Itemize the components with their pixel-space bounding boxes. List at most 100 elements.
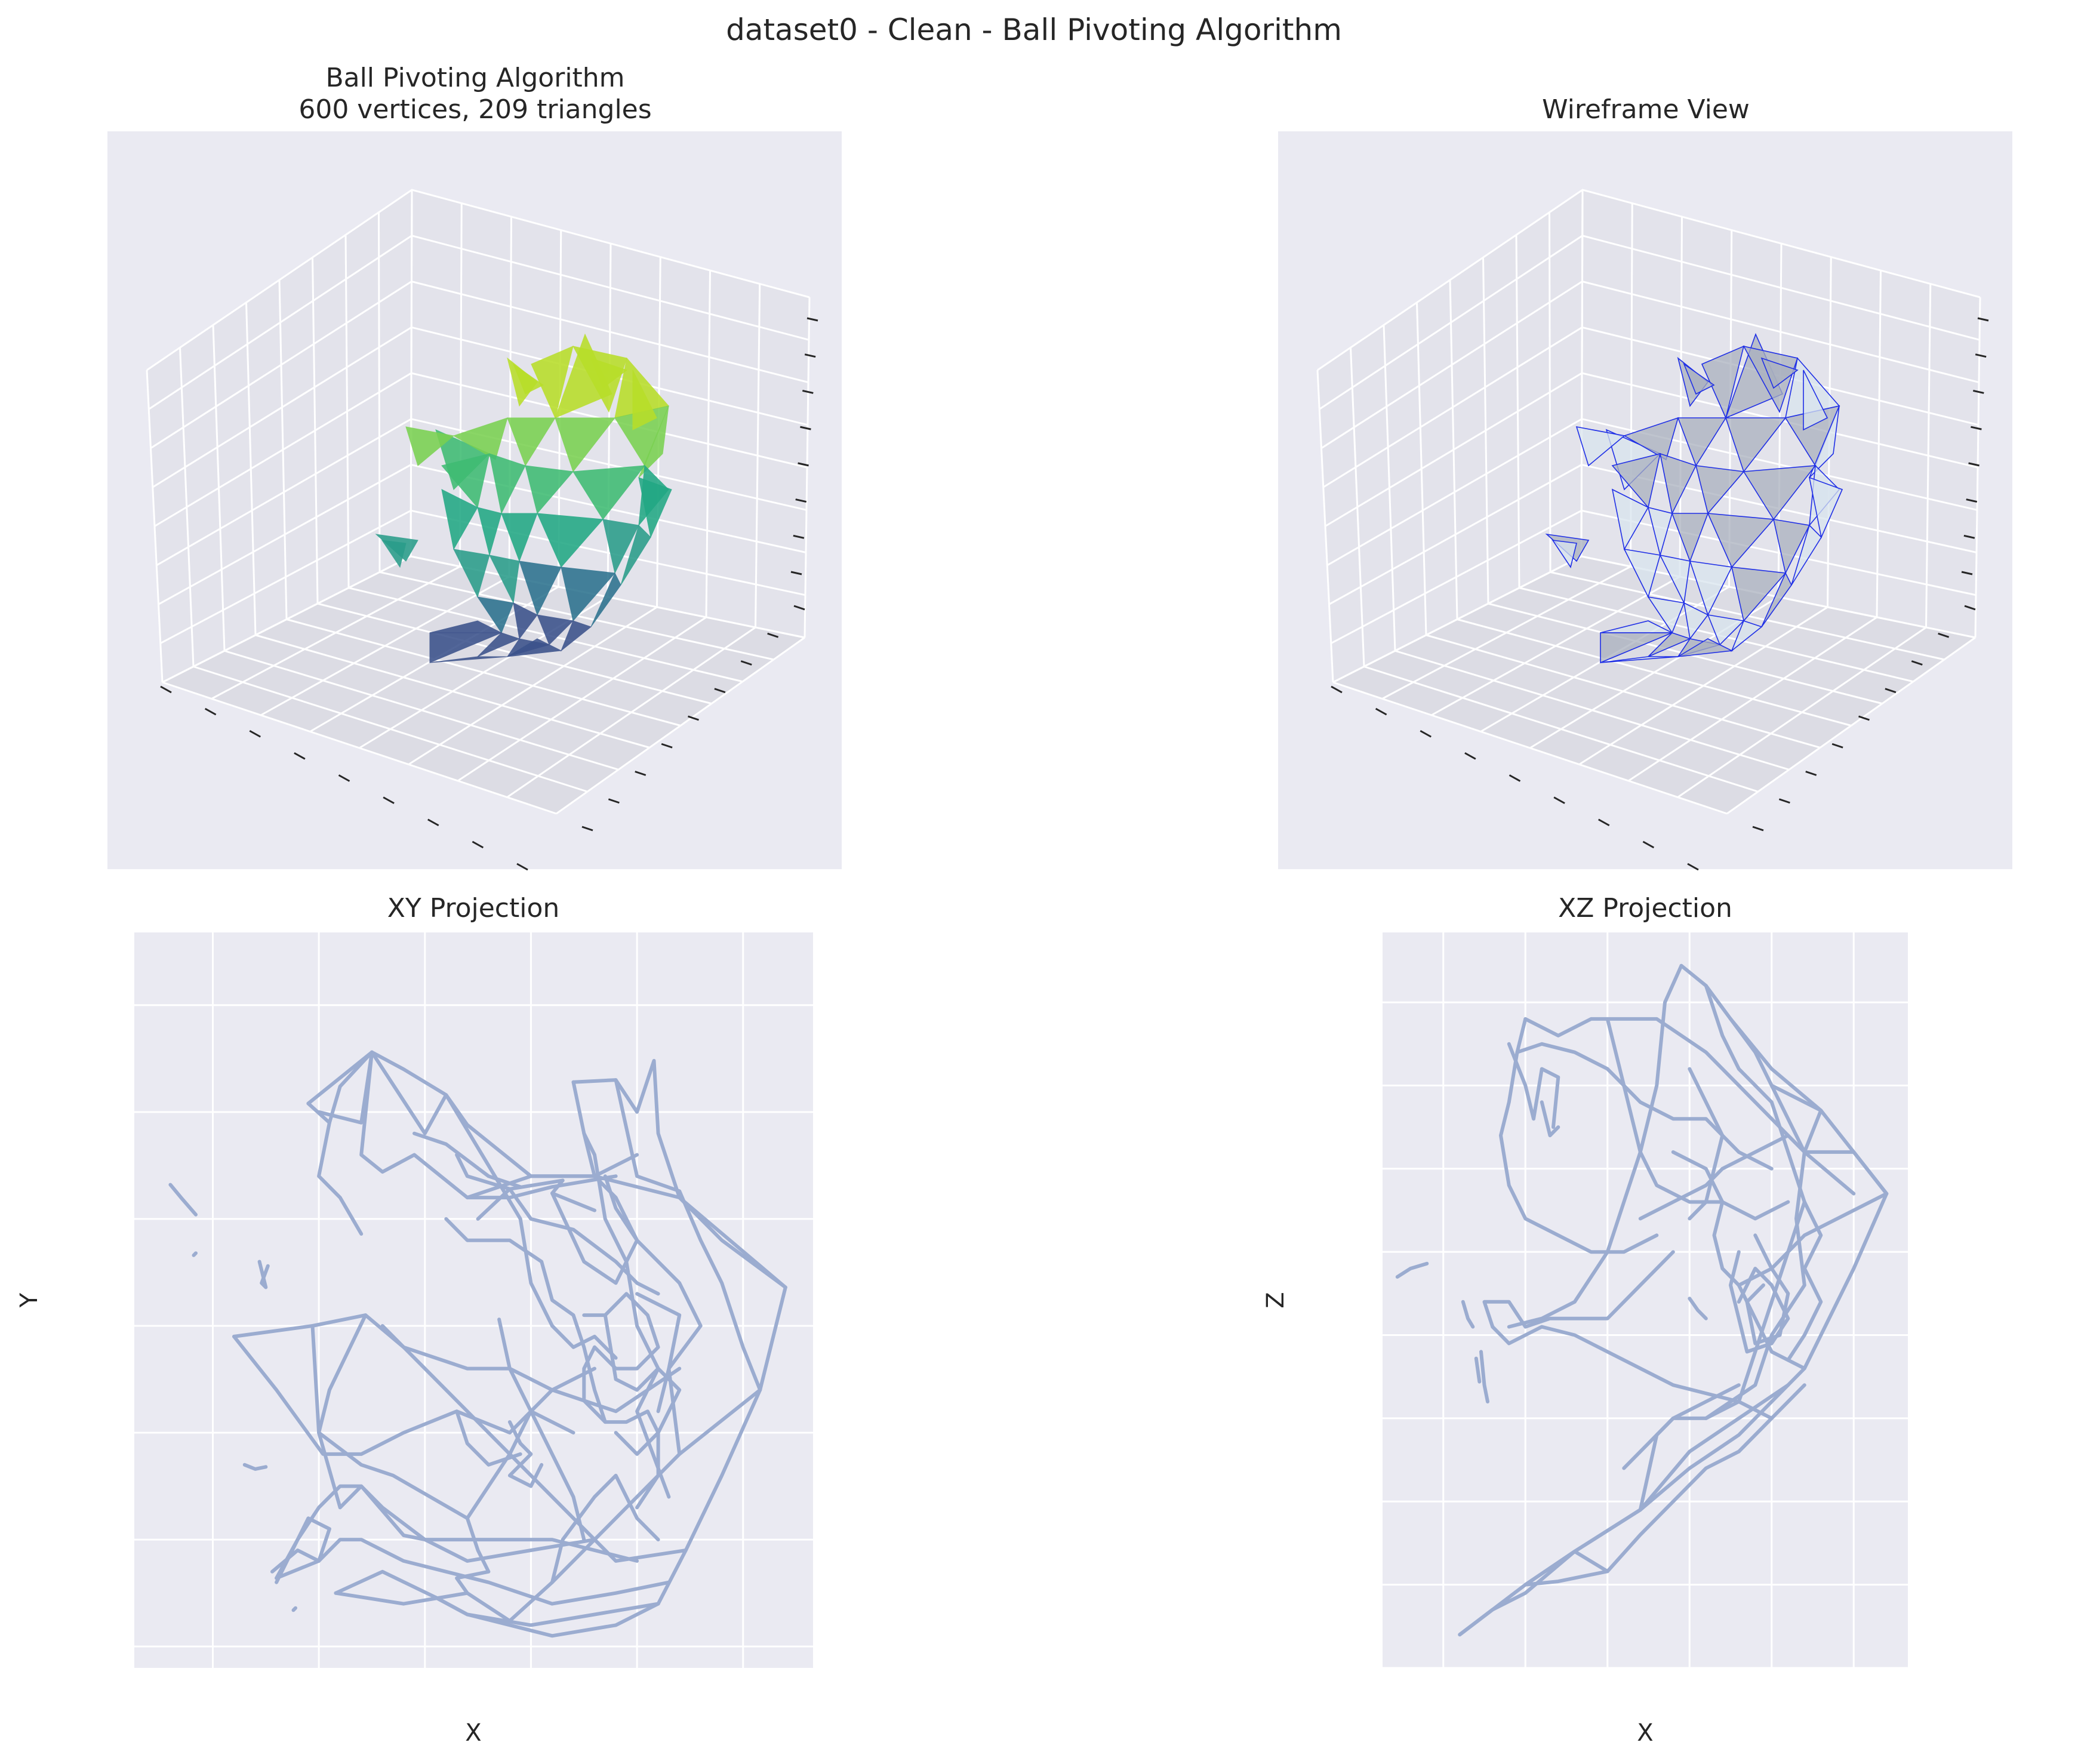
wire-triangle bbox=[1808, 476, 1843, 539]
y-tick-mark bbox=[740, 660, 752, 666]
mesh-edge-polyline bbox=[1769, 1083, 1889, 1196]
wire-triangle bbox=[1611, 452, 1661, 509]
wire-triangle bbox=[1600, 656, 1679, 663]
wireframe-panel-title: Wireframe View bbox=[1542, 94, 1750, 125]
wire-triangle bbox=[1803, 370, 1828, 431]
x-tick-mark bbox=[1464, 752, 1476, 760]
mesh-triangle bbox=[513, 602, 538, 640]
y-tick-mark bbox=[714, 688, 726, 694]
mesh-edge-polyline bbox=[270, 1516, 331, 1584]
mesh-panel-title-line2: 600 vertices, 209 triangles bbox=[298, 94, 651, 125]
pane-gridline bbox=[146, 189, 810, 371]
mesh-triangle bbox=[507, 638, 562, 657]
pane-gridline bbox=[162, 555, 805, 684]
x-tick-mark bbox=[1509, 774, 1521, 782]
z-tick-mark bbox=[1961, 571, 1973, 575]
x-tick-mark bbox=[427, 818, 439, 827]
pane-gridline bbox=[1325, 372, 1978, 527]
pane-gridline bbox=[152, 326, 808, 488]
y-tick-mark bbox=[661, 743, 673, 749]
z-tick-mark bbox=[795, 498, 807, 503]
wire-triangle bbox=[1677, 638, 1734, 657]
wire-triangle bbox=[1695, 465, 1745, 515]
x-tick-mark bbox=[204, 707, 217, 716]
xy-y-axis-label: Y bbox=[16, 1292, 43, 1308]
z-tick-mark bbox=[790, 571, 802, 575]
y-tick-mark bbox=[1911, 660, 1923, 666]
mesh-triangle bbox=[632, 370, 657, 430]
floor-gridline bbox=[286, 618, 681, 726]
pane-gridline bbox=[1319, 235, 1980, 410]
z-tick-mark bbox=[802, 389, 814, 394]
wire-triangle bbox=[1647, 506, 1673, 558]
mesh-edge-polyline bbox=[1523, 1383, 1790, 1587]
z-tick-mark bbox=[804, 353, 816, 358]
mesh-edge-polyline bbox=[306, 1050, 554, 1328]
mesh-triangle bbox=[441, 489, 478, 550]
mesh-edge-polyline bbox=[1458, 1549, 1609, 1637]
mesh-edge-polyline bbox=[444, 1217, 607, 1424]
y-tick-mark bbox=[1885, 688, 1897, 694]
mesh-edge-polyline bbox=[1395, 1261, 1429, 1279]
floor-gridline bbox=[1677, 626, 1927, 798]
mesh-edge-polyline bbox=[1622, 1383, 1741, 1470]
z-tick-mark bbox=[1968, 462, 1980, 467]
mesh-edge-polyline bbox=[582, 1131, 671, 1499]
xz-x-axis-label: X bbox=[1637, 1719, 1653, 1747]
mesh-edge-polyline bbox=[310, 1324, 575, 1520]
mesh-triangle bbox=[638, 477, 672, 538]
y-tick-mark bbox=[767, 632, 779, 638]
mesh-edge-polyline bbox=[257, 1260, 270, 1289]
mesh-edge-polyline bbox=[1507, 963, 1683, 1329]
mesh-triangle bbox=[561, 567, 616, 622]
mesh-triangle bbox=[453, 549, 490, 598]
xz-projection-panel[interactable]: XZ Projection X Z bbox=[1262, 893, 1908, 1747]
mesh-edge-polyline bbox=[232, 1313, 682, 1414]
mesh-edge-polyline bbox=[334, 1569, 660, 1627]
mesh-triangle bbox=[489, 555, 520, 604]
pane-gridline bbox=[150, 280, 809, 450]
mesh-edge-polyline bbox=[1540, 1100, 1560, 1138]
mesh-triangle bbox=[477, 632, 521, 657]
z-tick-mark bbox=[798, 462, 809, 467]
floor-pane bbox=[1333, 556, 1975, 814]
x-tick-mark bbox=[1420, 729, 1432, 738]
mesh-triangle bbox=[602, 519, 639, 574]
mesh-edge-polyline bbox=[582, 1292, 660, 1371]
mesh-edge-polyline bbox=[1482, 1250, 1675, 1329]
mesh-edge-polyline bbox=[317, 1313, 596, 1563]
xz-y-axis-label: Z bbox=[1262, 1292, 1289, 1308]
mesh-triangle bbox=[381, 540, 407, 568]
wire-triangle bbox=[1707, 513, 1775, 568]
mesh-edge-polyline bbox=[476, 1187, 660, 1296]
mesh-edge-polyline bbox=[1786, 1200, 1823, 1362]
wire-triangle bbox=[1677, 417, 1727, 467]
floor-gridline bbox=[1578, 606, 1828, 765]
mesh-edge-polyline bbox=[192, 1251, 198, 1257]
wire-triangle bbox=[1743, 465, 1817, 521]
x-tick-mark bbox=[294, 752, 306, 760]
mesh-edge-polyline bbox=[275, 1484, 639, 1580]
wire-triangle bbox=[1623, 417, 1679, 461]
mesh-triangle bbox=[476, 596, 514, 634]
mesh-edge-polyline bbox=[306, 1101, 364, 1236]
wire-triangle bbox=[1725, 417, 1787, 473]
mesh-3d-panel[interactable]: Ball Pivoting Algorithm 600 vertices, 20… bbox=[107, 63, 842, 871]
mesh-edge-polyline bbox=[455, 1409, 522, 1467]
x-tick-mark bbox=[1375, 707, 1387, 716]
y-tick-mark bbox=[581, 826, 593, 832]
pxz-plot-area bbox=[1383, 932, 1908, 1668]
pane-gridline bbox=[158, 463, 806, 605]
pane-gridline bbox=[1317, 189, 1981, 371]
mesh-edge-polyline bbox=[1479, 1350, 1489, 1403]
floor-gridline bbox=[408, 606, 658, 765]
wireframe-3d-panel[interactable]: Wireframe View bbox=[1278, 94, 2012, 871]
mesh-triangle bbox=[507, 417, 556, 467]
x-tick-mark bbox=[472, 841, 484, 849]
xy-projection-panel[interactable]: XY Projection X Y bbox=[16, 893, 813, 1747]
xy-panel-title: XY Projection bbox=[387, 893, 560, 923]
pxy-plot-area bbox=[134, 932, 813, 1668]
mesh-edge-polyline bbox=[550, 1174, 639, 1285]
xz-panel-title: XZ Projection bbox=[1558, 893, 1732, 923]
z-tick-mark bbox=[800, 426, 811, 430]
